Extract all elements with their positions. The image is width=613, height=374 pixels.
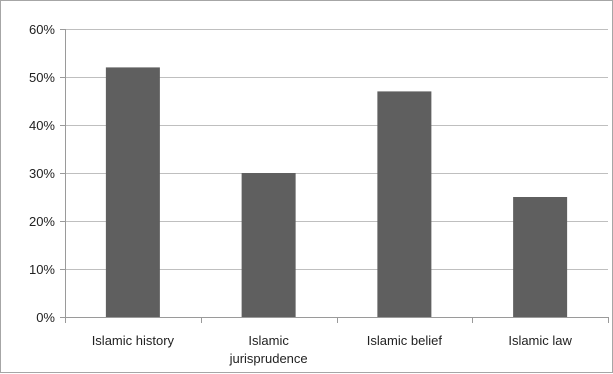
y-tick-label: 40%: [29, 118, 55, 133]
bar: [105, 67, 160, 318]
y-tick-label: 50%: [29, 70, 55, 85]
axes: [60, 29, 609, 323]
y-tick-label: 0%: [36, 310, 55, 325]
bars: [105, 67, 568, 318]
x-category-labels: Islamic history Islamic jurisprudence Islam…: [92, 333, 573, 366]
x-category-label: Islamic history: [92, 333, 175, 348]
y-tick-label: 30%: [29, 166, 55, 181]
y-tick-label: 60%: [29, 22, 55, 37]
y-tick-label: 10%: [29, 262, 55, 277]
bar: [513, 197, 568, 317]
x-category-label: Islamic jurisprudence: [229, 333, 308, 366]
y-tick-label: 20%: [29, 214, 55, 229]
x-category-label: Islamic belief: [367, 333, 443, 348]
y-tick-labels: 0% 10% 20% 30% 40% 50% 60%: [29, 22, 55, 325]
bar: [377, 91, 432, 318]
bar: [241, 173, 296, 317]
x-category-label: Islamic law: [508, 333, 572, 348]
